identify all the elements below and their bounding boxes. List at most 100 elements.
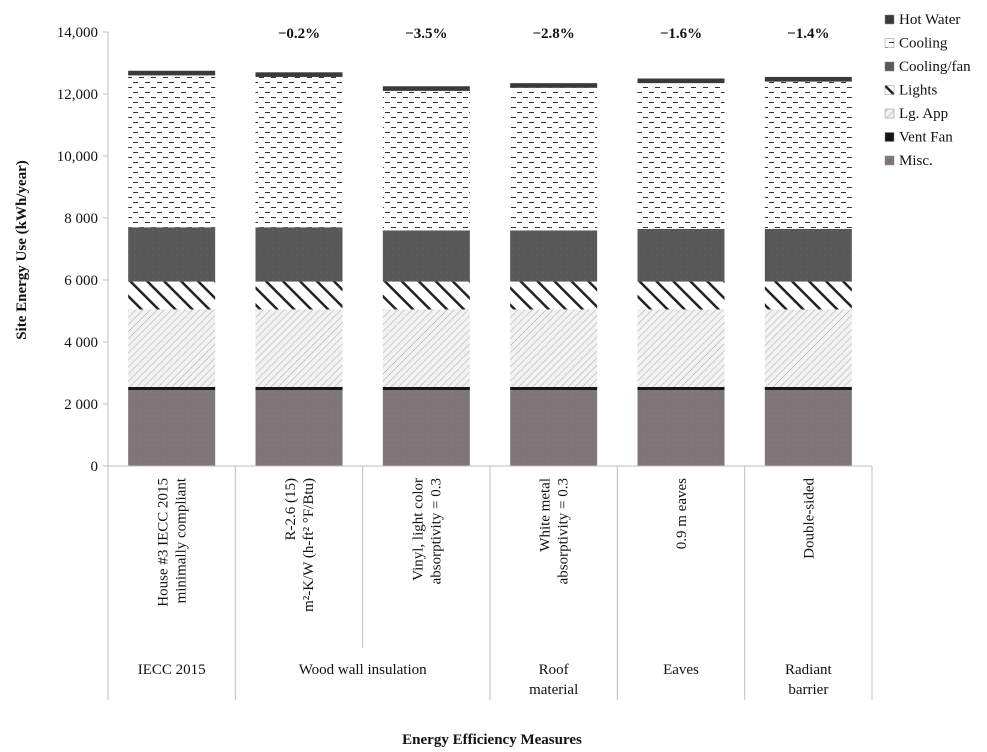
y-tick-label: 12,000: [57, 87, 98, 103]
bar-segment-lg-app: [255, 309, 343, 387]
bar-segment-misc: [637, 390, 725, 466]
legend-label: Cooling: [899, 36, 948, 52]
bar-segment-misc: [128, 390, 216, 466]
bar-segment-vent-fan: [128, 386, 216, 391]
y-tick-label: 0: [91, 459, 99, 475]
legend-label: Cooling/fan: [899, 59, 971, 75]
bar-segment-cooling: [510, 87, 598, 231]
bar-segment-misc: [510, 390, 598, 466]
legend-swatch: [884, 132, 895, 142]
bar-stack: [255, 72, 343, 466]
bar-stack: [128, 70, 216, 466]
bar-segment-lights: [128, 281, 216, 310]
bar-segment-lights: [637, 281, 725, 310]
y-tick-label: 10,000: [57, 149, 98, 165]
x-category-label: Double-sided: [801, 478, 817, 559]
y-tick-label: 8 000: [64, 211, 98, 227]
bar-segment-cooling-fan: [128, 227, 216, 282]
bar-segment-lg-app: [510, 309, 598, 387]
bar-segment-misc: [382, 390, 470, 466]
percent-change-label: −1.4%: [787, 26, 829, 42]
x-category-label: House #3 IECC 2015: [156, 478, 172, 607]
bar-segment-lg-app: [128, 309, 216, 387]
bar-segment-hot-water: [382, 86, 470, 91]
bar-segment-cooling: [382, 90, 470, 231]
x-group-label: Eaves: [663, 662, 699, 678]
y-axis: 0 2 000 4 000 6 000 8 000 10,000 12,000 14,000: [57, 25, 109, 475]
x-group-label: Radiant: [785, 662, 832, 678]
legend: Hot Water Cooling Cooling/fan Lights Lg. App…: [884, 12, 971, 169]
bar-segment-hot-water: [510, 83, 598, 88]
y-tick-label: 14,000: [57, 25, 98, 41]
x-group-label: IECC 2015: [138, 662, 206, 678]
bar-segment-hot-water: [255, 72, 343, 77]
x-category-label: m²-K/W (h-ft² °F/Btu): [301, 478, 317, 612]
bar-segment-lights: [255, 281, 343, 310]
bar-segment-cooling-fan: [764, 228, 852, 282]
x-group-label: Wood wall insulation: [299, 662, 427, 678]
legend-swatch: [884, 14, 895, 25]
bar-segment-cooling: [128, 75, 216, 228]
legend-swatch: [884, 38, 895, 48]
bar-segment-misc: [764, 390, 852, 466]
percent-change-label: −2.8%: [533, 26, 575, 42]
x-axis-title: Energy Efficiency Measures: [402, 732, 582, 748]
bar-segment-lg-app: [637, 309, 725, 387]
bar-segment-hot-water: [128, 70, 216, 76]
x-category-label: R-2.6 (15): [283, 478, 299, 541]
bar-segment-cooling-fan: [382, 230, 470, 282]
bar-segment-vent-fan: [510, 386, 598, 391]
x-axis: House #3 IECC 2015 minimally compliant R-2…: [107, 465, 873, 700]
x-category-label: Vinyl, light color: [410, 478, 426, 581]
x-category-label: White metal: [538, 478, 554, 552]
x-group-label: Roof: [539, 662, 569, 678]
percent-change-label: −0.2%: [278, 26, 320, 42]
bar-stack: [382, 86, 470, 466]
y-tick-label: 6 000: [64, 273, 98, 289]
bar-stack: [510, 83, 598, 466]
bar-segment-cooling: [637, 83, 725, 229]
bar-segment-lights: [510, 281, 598, 310]
x-category-label: minimally compliant: [174, 477, 190, 603]
bar-segment-vent-fan: [637, 386, 725, 391]
legend-label: Vent Fan: [899, 130, 953, 146]
bar-segment-cooling-fan: [510, 230, 598, 282]
bar-segment-lights: [764, 281, 852, 310]
y-tick-label: 2 000: [64, 397, 98, 413]
legend-label: Lg. App: [899, 106, 948, 122]
legend-label: Hot Water: [899, 12, 960, 28]
legend-swatch: [884, 85, 895, 95]
bar-segment-vent-fan: [764, 386, 852, 391]
legend-swatch: [884, 155, 895, 166]
legend-label: Misc.: [899, 153, 933, 169]
percent-change-label: −1.6%: [660, 26, 702, 42]
x-category-label: absorptivity = 0.3: [428, 478, 444, 584]
bar-segment-lights: [382, 281, 470, 310]
bar-segment-lg-app: [382, 309, 470, 387]
x-group-label: barrier: [788, 682, 828, 698]
bar-segment-hot-water: [637, 78, 725, 84]
bar-segment-cooling-fan: [255, 227, 343, 282]
bar-segment-lg-app: [764, 309, 852, 387]
bars: [128, 70, 852, 466]
bar-segment-vent-fan: [382, 386, 470, 391]
x-group-label: material: [529, 682, 578, 698]
bar-stack: [637, 78, 725, 466]
x-category-label: absorptivity = 0.3: [556, 478, 572, 584]
bar-segment-vent-fan: [255, 386, 343, 391]
bar-segment-hot-water: [764, 76, 852, 82]
y-axis-title: Site Energy Use (kWh/year): [14, 160, 30, 340]
percent-change-label: −3.5%: [405, 26, 447, 42]
legend-swatch: [884, 108, 895, 119]
y-tick-label: 4 000: [64, 335, 98, 351]
bar-segment-cooling-fan: [637, 228, 725, 282]
bar-segment-cooling: [255, 76, 343, 228]
legend-label: Lights: [899, 83, 937, 99]
bar-segment-cooling: [764, 81, 852, 229]
bar-stack: [764, 76, 852, 466]
legend-swatch: [884, 61, 895, 72]
percent-annotations: −0.2% −3.5% −2.8% −1.6% −1.4%: [278, 26, 830, 42]
bar-segment-misc: [255, 390, 343, 466]
x-category-label: 0.9 m eaves: [674, 478, 690, 549]
